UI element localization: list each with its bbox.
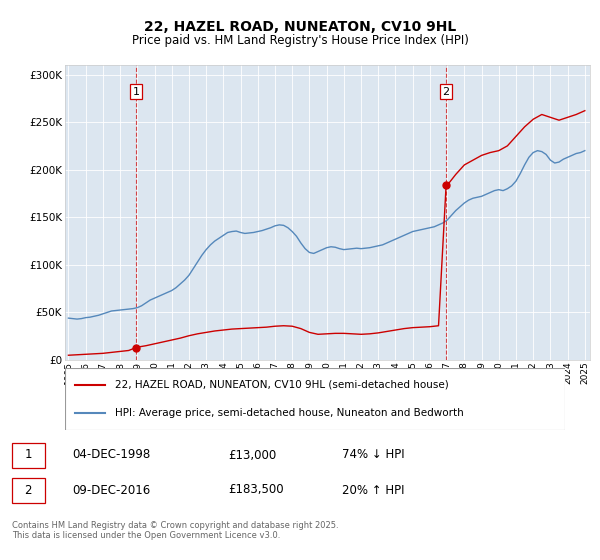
Text: 22, HAZEL ROAD, NUNEATON, CV10 9HL (semi-detached house): 22, HAZEL ROAD, NUNEATON, CV10 9HL (semi… (115, 380, 449, 390)
Text: £183,500: £183,500 (228, 483, 284, 497)
Text: 74% ↓ HPI: 74% ↓ HPI (342, 449, 404, 461)
Text: 22, HAZEL ROAD, NUNEATON, CV10 9HL: 22, HAZEL ROAD, NUNEATON, CV10 9HL (144, 20, 456, 34)
FancyBboxPatch shape (65, 368, 565, 430)
Text: Contains HM Land Registry data © Crown copyright and database right 2025.
This d: Contains HM Land Registry data © Crown c… (12, 521, 338, 540)
Text: Price paid vs. HM Land Registry's House Price Index (HPI): Price paid vs. HM Land Registry's House … (131, 34, 469, 46)
Text: 2: 2 (443, 87, 449, 96)
Text: 1: 1 (25, 449, 32, 461)
Text: 09-DEC-2016: 09-DEC-2016 (72, 483, 150, 497)
Text: 2: 2 (25, 483, 32, 497)
Text: 1: 1 (133, 87, 139, 96)
Text: HPI: Average price, semi-detached house, Nuneaton and Bedworth: HPI: Average price, semi-detached house,… (115, 408, 464, 418)
Text: £13,000: £13,000 (228, 449, 276, 461)
Text: 20% ↑ HPI: 20% ↑ HPI (342, 483, 404, 497)
Text: 04-DEC-1998: 04-DEC-1998 (72, 449, 150, 461)
